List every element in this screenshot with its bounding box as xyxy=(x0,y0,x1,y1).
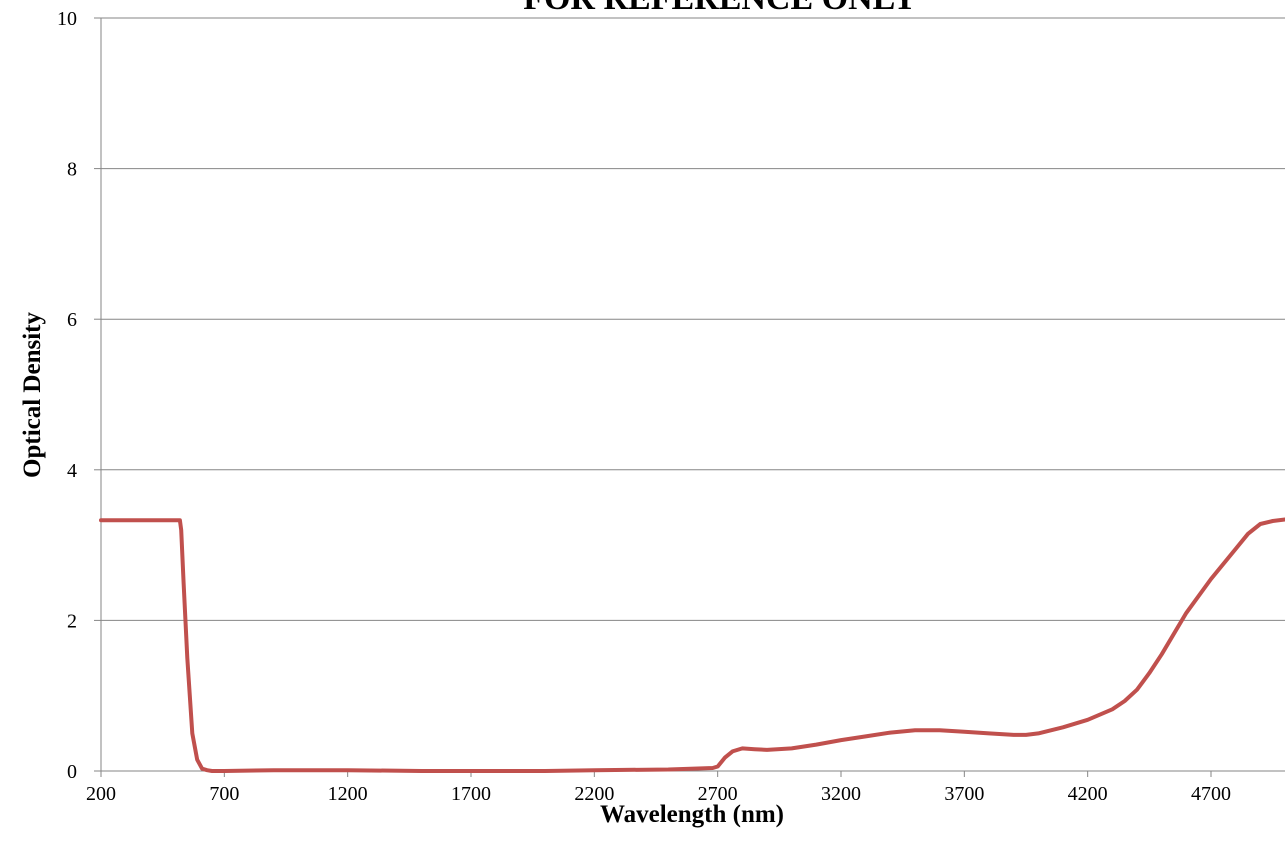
series-layer xyxy=(99,517,1285,773)
y-tick-label-2: 4 xyxy=(67,460,77,482)
gridlines xyxy=(101,17,1285,621)
y-tick-label-3: 6 xyxy=(67,309,77,331)
y-tick-label-5: 10 xyxy=(57,8,77,30)
y-tick-label-1: 2 xyxy=(67,610,77,632)
x-tick-label-3: 1700 xyxy=(451,783,491,805)
x-tick-label-7: 3700 xyxy=(944,783,984,805)
y-tick-label-4: 8 xyxy=(67,159,77,181)
x-tick-label-8: 4200 xyxy=(1068,783,1108,805)
tick-labels: 0 2 4 6 8 10 200 700 1200 1700 2200 2700 3200 3700 420… xyxy=(57,8,1231,805)
chart-title: FOR REFERENCE ONLY xyxy=(523,0,917,17)
x-tick-label-2: 1200 xyxy=(328,783,368,805)
y-tick-label-0: 0 xyxy=(67,761,77,783)
x-tick-label-5: 2700 xyxy=(698,783,738,805)
x-tick-label-0: 200 xyxy=(86,783,116,805)
series-line-0 xyxy=(99,517,1285,773)
x-tick-label-9: 4700 xyxy=(1191,783,1231,805)
x-tick-label-1: 700 xyxy=(209,783,239,805)
x-axis-title: Wavelength (nm) xyxy=(600,801,784,828)
y-axis-title: Optical Density xyxy=(19,312,46,478)
x-tick-label-4: 2200 xyxy=(574,783,614,805)
axes xyxy=(94,17,1285,777)
x-tick-label-6: 3200 xyxy=(821,783,861,805)
